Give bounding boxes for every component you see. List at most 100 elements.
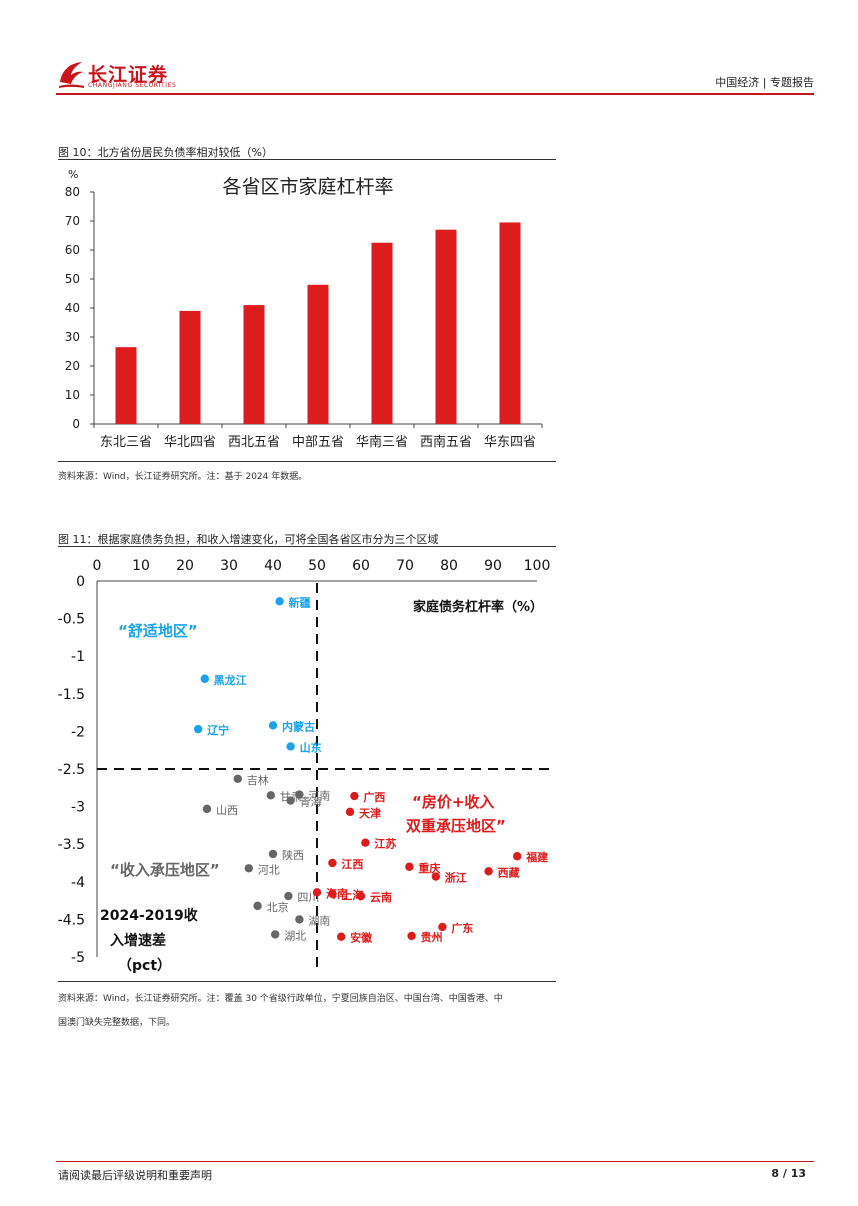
bar [307, 284, 329, 424]
bar-chart-y-tick-label: 70 [65, 214, 80, 228]
scatter-point [407, 931, 416, 941]
scatter-point [286, 796, 295, 805]
bar-chart-y-tick-label: 0 [72, 417, 80, 431]
disclaimer-note: 请阅读最后评级说明和重要声明 [58, 1169, 212, 1182]
scatter-point [431, 872, 440, 881]
region-label-double-pressure-line2: 双重承压地区” [406, 817, 506, 835]
scatter-point [484, 867, 493, 876]
bar-chart-y-tick-label: 60 [65, 243, 80, 257]
scatter-point [350, 791, 359, 801]
scatter-point-label: 湖南 [308, 914, 330, 927]
scatter-point-label: 云南 [370, 890, 392, 904]
scatter-point [312, 888, 322, 897]
scatter-point [284, 891, 293, 901]
scatter-point [513, 852, 522, 861]
scatter-point-label: 江西 [341, 857, 363, 871]
bar [371, 242, 393, 424]
scatter-point [361, 838, 370, 847]
header-divider [56, 93, 814, 95]
scatter-y-tick-label: -3.5 [58, 837, 85, 853]
bar [115, 347, 137, 424]
scatter-y-tick-label: -1 [71, 649, 85, 665]
bar-chart-title: 各省区市家庭杠杆率 [222, 176, 393, 198]
figure-10-top-rule [58, 159, 556, 160]
scatter-point [286, 742, 295, 751]
scatter-point [295, 790, 304, 799]
logo-subtitle: CHANGJIANG SECURITIES [88, 82, 177, 89]
figure-11-top-rule [58, 546, 556, 547]
bar-chart-category-label: 东北三省 [100, 435, 152, 450]
scatter-y-tick-label: -4.5 [58, 912, 85, 928]
scatter-x-tick-label: 50 [308, 558, 326, 574]
scatter-x-axis-label: 家庭债务杠杆率（%） [413, 599, 543, 615]
figure-11-caption: 图 11：根据家庭债务负担，和收入增速变化，可将全国各省区市分为三个区域 [58, 533, 439, 546]
scatter-point [200, 674, 209, 683]
scatter-point-label: 山东 [300, 740, 322, 754]
scatter-point [405, 862, 414, 871]
scatter-y-tick-label: -0.5 [58, 612, 85, 628]
scatter-x-tick-label: 40 [264, 558, 282, 574]
region-label-income-pressure: “收入承压地区” [110, 861, 220, 879]
figure-10-bottom-rule [58, 461, 556, 462]
scatter-point-label: 安徽 [350, 931, 373, 945]
scatter-point-label: 重庆 [418, 861, 440, 875]
scatter-y-axis-label-line2: 入增速差 [110, 932, 166, 949]
region-label-double-pressure-line1: “房价+收入 [412, 793, 494, 811]
scatter-point-label: 西藏 [498, 865, 520, 879]
scatter-point [268, 721, 278, 730]
figure-11-source-line2: 国澳门缺失完整数据，下同。 [58, 1018, 176, 1028]
scatter-x-tick-label: 0 [93, 558, 102, 574]
scatter-y-tick-label: -5 [71, 950, 85, 966]
scatter-point-label: 河南 [308, 790, 330, 803]
bar-chart-y-tick-label: 80 [65, 185, 80, 199]
scatter-x-tick-label: 60 [352, 558, 370, 574]
changjiang-logo-icon [59, 62, 84, 88]
scatter-y-tick-label: -2.5 [58, 762, 85, 778]
figure-10-source: 资料来源：Wind，长江证券研究所。注：基于 2024 年数据。 [58, 472, 308, 482]
scatter-point-label: 新疆 [289, 595, 311, 609]
scatter-x-tick-label: 20 [176, 558, 194, 574]
scatter-point [244, 864, 253, 873]
scatter-point [266, 791, 275, 800]
scatter-point-label: 北京 [267, 900, 289, 914]
scatter-y-tick-label: 0 [76, 574, 85, 590]
scatter-x-tick-label: 30 [220, 558, 238, 574]
scatter-point [328, 858, 337, 868]
scatter-point [202, 804, 212, 814]
scatter-point [328, 889, 337, 899]
scatter-point [271, 930, 280, 939]
scatter-point-label: 天津 [359, 806, 381, 820]
scatter-y-axis-label-line3: （pct） [118, 958, 171, 974]
scatter-x-tick-label: 80 [440, 558, 458, 574]
scatter-point-label: 辽宁 [207, 723, 229, 737]
scatter-point-label: 山西 [216, 804, 238, 817]
scatter-point [356, 891, 366, 901]
scatter-point [345, 807, 355, 817]
scatter-y-tick-label: -1.5 [58, 687, 85, 703]
scatter-point-label: 陕西 [282, 848, 304, 862]
scatter-point-label: 吉林 [247, 773, 269, 787]
bar [499, 222, 521, 424]
bar-chart-category-label: 华北四省 [164, 435, 216, 450]
bar-chart-category-label: 西南五省 [420, 434, 472, 450]
bar-chart-y-tick-label: 40 [65, 301, 80, 315]
bar-chart-category-label: 华东四省 [484, 435, 536, 450]
scatter-point [295, 915, 304, 924]
bar-chart-y-tick-label: 20 [65, 359, 80, 373]
scatter-point-label: 河北 [258, 863, 280, 876]
figure-10-caption: 图 10：北方省份居民负债率相对较低（%） [58, 146, 273, 159]
page-number: 8 / 13 [771, 1167, 806, 1180]
figure-11-source-line1: 资料来源：Wind，长江证券研究所。注：覆盖 30 个省级行政单位，宁夏回族自治… [58, 994, 503, 1004]
bar [179, 310, 201, 424]
scatter-y-axis-label-line1: 2024-2019收 [100, 907, 199, 924]
scatter-point-label: 江苏 [374, 837, 396, 851]
scatter-x-tick-label: 90 [484, 558, 502, 574]
footer-divider [56, 1161, 814, 1162]
scatter-point-label: 贵州 [421, 930, 443, 944]
scatter-point [337, 932, 346, 941]
scatter-y-tick-label: -3 [71, 800, 85, 816]
scatter-point-label: 黑龙江 [214, 673, 247, 687]
scatter-chart: 0 10 20 30 40 50 60 70 80 90 100 0 -0.5 -1 -1.5 -2 -2.5 -… [58, 548, 556, 980]
scatter-x-tick-label: 10 [132, 558, 150, 574]
scatter-point-label: 福建 [525, 850, 549, 864]
